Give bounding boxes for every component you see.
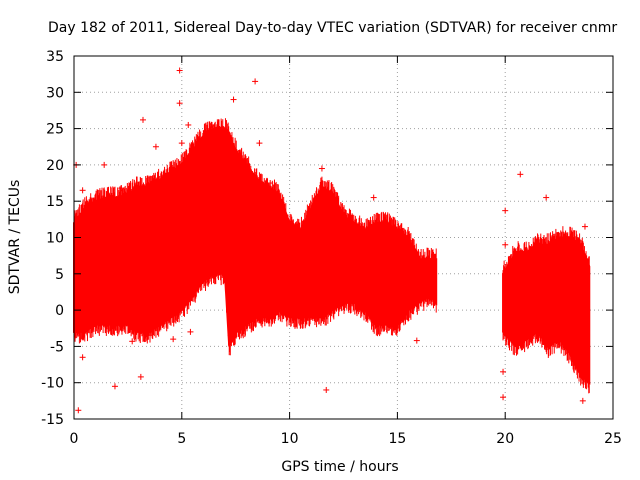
data-point [79, 354, 86, 361]
axis-ticks: 0 5 10 15 20 25 -15 -10 -5 0 5 10 15 20 25 30 35 [41, 49, 622, 447]
y-tick-label: -5 [50, 339, 64, 355]
x-tick-label: 20 [496, 431, 514, 447]
data-point [500, 394, 507, 401]
data-point [230, 96, 237, 103]
data-point [176, 100, 183, 107]
data-point [139, 116, 146, 123]
data-point [517, 171, 524, 178]
data-point [500, 368, 507, 375]
data-point [543, 194, 550, 201]
data-point [118, 185, 125, 192]
data-point [111, 383, 118, 390]
y-tick-label: 30 [46, 85, 64, 101]
chart-title: Day 182 of 2011, Sidereal Day-to-day VTE… [48, 20, 617, 36]
data-point [137, 373, 144, 380]
data-point [176, 67, 183, 74]
y-tick-label: -10 [41, 376, 64, 392]
data-point [502, 207, 509, 214]
data-point [79, 187, 86, 194]
grid-lines [74, 56, 613, 419]
y-tick-label: 15 [46, 194, 64, 210]
data-point [579, 397, 586, 404]
x-tick-label: 10 [281, 431, 299, 447]
data-point [178, 140, 185, 147]
y-axis-label: SDTVAR / TECUs [7, 180, 23, 295]
data-point [413, 337, 420, 344]
data-point [208, 121, 215, 128]
data-point [75, 407, 82, 414]
y-tick-label: -15 [41, 412, 64, 428]
x-tick-label: 15 [388, 431, 406, 447]
data-point [101, 161, 108, 168]
data-layer [73, 67, 591, 414]
y-tick-label: 10 [46, 231, 64, 247]
x-tick-label: 0 [70, 431, 79, 447]
data-point [323, 386, 330, 393]
data-point [256, 140, 263, 147]
y-tick-label: 25 [46, 122, 64, 138]
data-point [185, 121, 192, 128]
data-point [318, 165, 325, 172]
data-point [267, 180, 274, 187]
data-point [152, 143, 159, 150]
data-point [581, 223, 588, 230]
y-tick-label: 0 [55, 303, 64, 319]
data-point [129, 338, 136, 345]
data-point [370, 194, 377, 201]
data-point [133, 328, 140, 335]
y-tick-label: 20 [46, 158, 64, 174]
x-axis-label: GPS time / hours [281, 459, 398, 475]
y-tick-label: 5 [55, 267, 64, 283]
y-tick-label: 35 [46, 49, 64, 65]
data-point [252, 78, 259, 85]
data-point [502, 241, 509, 248]
data-point [170, 336, 177, 343]
data-point [187, 328, 194, 335]
x-tick-label: 25 [604, 431, 622, 447]
x-tick-label: 5 [177, 431, 186, 447]
